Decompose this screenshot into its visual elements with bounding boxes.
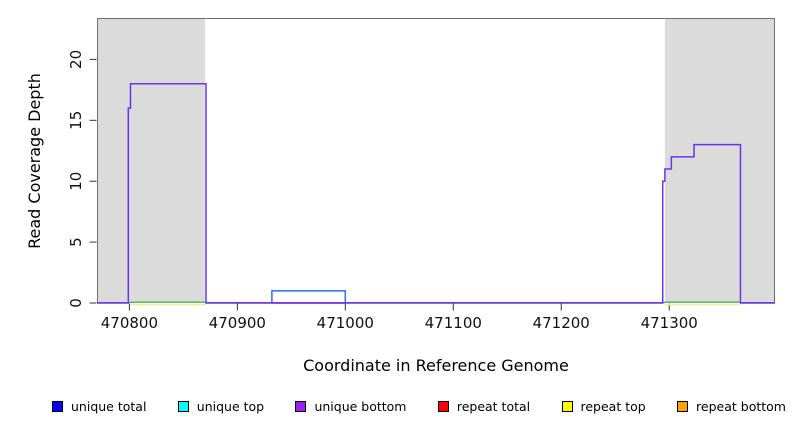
y-axis-tick-label: 0: [67, 298, 85, 308]
x-axis-tick-label: 470900: [209, 314, 266, 332]
repeat-bottom-swatch-icon: [677, 401, 689, 412]
legend-item-unique-bottom: unique bottom: [295, 399, 407, 414]
unique-bottom-swatch-icon: [295, 401, 307, 412]
x-axis-title: Coordinate in Reference Genome: [303, 356, 569, 375]
legend-label-repeat-bottom: repeat bottom: [696, 399, 786, 414]
legend: unique total unique top unique bottom re…: [52, 399, 786, 414]
x-axis-tick-label: 471300: [641, 314, 698, 332]
legend-label-repeat-total: repeat total: [456, 399, 531, 414]
legend-label-unique-top: unique top: [196, 399, 265, 414]
repeat-total-swatch-icon: [437, 401, 449, 412]
repeat-shaded-region: [664, 18, 775, 303]
legend-label-unique-total: unique total: [71, 399, 147, 414]
y-axis-tick-label: 10: [67, 172, 85, 191]
y-axis-title: Read Coverage Depth: [25, 73, 44, 249]
series-blue-depth1-segment: [271, 290, 347, 303]
repeat-shaded-region: [97, 18, 205, 303]
legend-label-repeat-top: repeat top: [580, 399, 646, 414]
x-axis-tick-label: 470800: [101, 314, 158, 332]
y-axis-tick-label: 15: [67, 111, 85, 130]
unique-total-swatch-icon: [52, 401, 63, 412]
x-axis-tick-label: 471000: [317, 314, 374, 332]
series-purple-coverage-trace: [97, 83, 775, 304]
legend-label-unique-bottom: unique bottom: [314, 399, 407, 414]
unique-top-swatch-icon: [177, 401, 189, 412]
y-axis-tick-label: 20: [67, 50, 85, 69]
y-axis-tick-label: 5: [67, 237, 85, 247]
legend-item-unique-total: unique total: [52, 399, 146, 414]
repeat-top-swatch-icon: [561, 401, 573, 412]
x-axis-tick-label: 471200: [533, 314, 590, 332]
legend-item-repeat-total: repeat total: [437, 399, 531, 414]
plot-svg: 470800 470900 471000 471100 471200 471300 0 5 10…: [67, 18, 775, 332]
legend-item-unique-top: unique top: [177, 399, 265, 414]
legend-item-repeat-bottom: repeat bottom: [677, 399, 786, 414]
legend-item-repeat-top: repeat top: [561, 399, 646, 414]
x-axis-tick-label: 471100: [425, 314, 482, 332]
